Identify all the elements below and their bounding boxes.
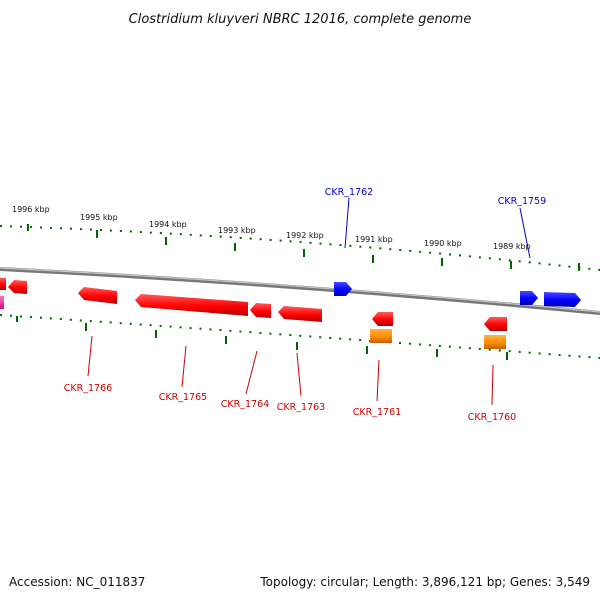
scale-label-1996: 1996 kbp (12, 205, 50, 214)
label-ckr-1760[interactable]: CKR_1760 (468, 412, 516, 423)
gene-ckr-1761[interactable] (372, 312, 393, 326)
gene-ckr-1759-b[interactable] (544, 292, 581, 307)
scale-label-1993: 1993 kbp (218, 226, 256, 235)
label-ckr-1763[interactable]: CKR_1763 (277, 402, 325, 413)
label-ckr-1761[interactable]: CKR_1761 (353, 407, 401, 418)
scale-label-1990: 1990 kbp (424, 239, 462, 248)
gene-ckr-1763[interactable] (278, 306, 322, 322)
outer-major-ticks (27, 224, 580, 271)
label-ckr-1759[interactable]: CKR_1759 (498, 196, 546, 207)
label-leaders (87, 197, 531, 406)
gene-labels: CKR_1762 CKR_1759 CKR_1766 CKR_1765 CKR_… (64, 187, 546, 423)
gene-left-small[interactable] (8, 280, 27, 294)
scale-label-1989: 1989 kbp (493, 242, 531, 251)
gene-ckr-1762[interactable] (334, 282, 352, 296)
scale-label-1992: 1992 kbp (286, 231, 324, 240)
forward-genes (334, 282, 581, 307)
reverse-genes (0, 278, 507, 331)
scale-labels: 1996 kbp 1995 kbp 1994 kbp 1993 kbp 1992… (12, 205, 531, 251)
label-ckr-1766[interactable]: CKR_1766 (64, 383, 112, 394)
scale-label-1994: 1994 kbp (149, 220, 187, 229)
gene-left-edge[interactable] (0, 278, 6, 290)
label-ckr-1762[interactable]: CKR_1762 (325, 187, 373, 198)
genome-title: Clostridium kluyveri NBRC 12016, complet… (129, 12, 472, 27)
gene-ckr-1759-a[interactable] (520, 291, 538, 305)
gene-ckr-1765[interactable] (135, 294, 248, 316)
gene-orange-1[interactable] (370, 329, 392, 343)
inner-major-ticks (16, 316, 508, 360)
gene-left-pink[interactable] (0, 296, 4, 309)
accession-text: Accession: NC_011837 (9, 575, 145, 589)
scale-label-1991: 1991 kbp (355, 235, 393, 244)
topology-text: Topology: circular; Length: 3,896,121 bp… (259, 575, 590, 589)
rna-genes (370, 329, 506, 349)
label-ckr-1765[interactable]: CKR_1765 (159, 392, 207, 403)
gene-ckr-1766[interactable] (78, 287, 117, 304)
gene-orange-2[interactable] (484, 335, 506, 349)
scale-label-1995: 1995 kbp (80, 213, 118, 222)
gene-ckr-1764[interactable] (250, 303, 271, 318)
label-ckr-1764[interactable]: CKR_1764 (221, 399, 269, 410)
outer-scale-track (0, 224, 600, 271)
inner-scale-track (0, 314, 600, 360)
genome-backbone (0, 267, 600, 315)
gene-ckr-1760[interactable] (484, 317, 507, 331)
